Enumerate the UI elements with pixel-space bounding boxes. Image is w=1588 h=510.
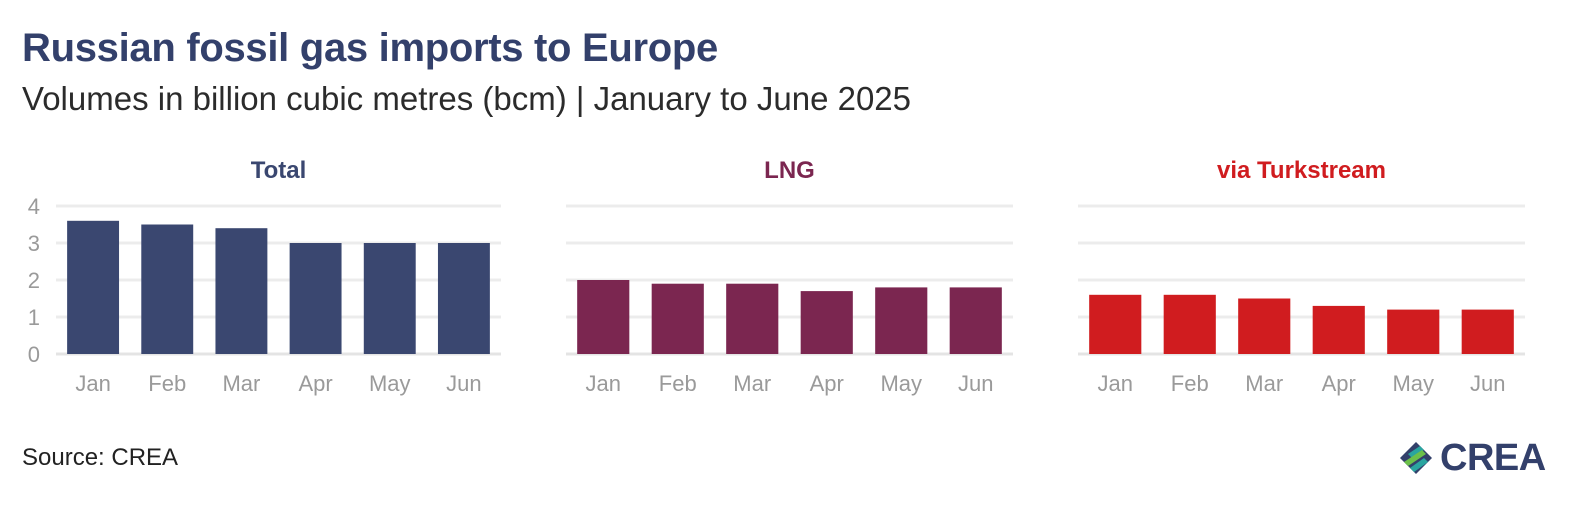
crea-logo: CREA bbox=[1398, 436, 1546, 480]
x-tick-label: May bbox=[880, 371, 922, 396]
bar-feb bbox=[1163, 294, 1216, 354]
x-tick-label: Apr bbox=[298, 371, 332, 396]
facet-title: LNG bbox=[764, 157, 815, 184]
x-tick-label: Mar bbox=[733, 371, 771, 396]
x-tick-label: May bbox=[369, 371, 411, 396]
x-tick-label: Apr bbox=[1322, 371, 1356, 396]
chart-subtitle: Volumes in billion cubic metres (bcm) | … bbox=[22, 80, 912, 117]
x-tick-label: May bbox=[1392, 371, 1434, 396]
bar-mar bbox=[215, 228, 268, 354]
facet-1: LNG Jan Feb Mar Apr May Jun bbox=[566, 157, 1013, 396]
x-tick-label: Jun bbox=[446, 371, 481, 396]
facet-0: 0 1 2 3 4 Total Jan Feb Mar Apr May Jun bbox=[28, 157, 501, 396]
bar-jan bbox=[1089, 294, 1142, 354]
chart-title: Russian fossil gas imports to Europe bbox=[22, 26, 718, 70]
x-tick-label: Mar bbox=[1245, 371, 1283, 396]
x-tick-label: Jan bbox=[586, 371, 621, 396]
bar-mar bbox=[1238, 298, 1291, 354]
bar-may bbox=[875, 287, 928, 354]
bar-may bbox=[363, 243, 416, 354]
facet-title: Total bbox=[251, 157, 307, 184]
bar-jan bbox=[577, 280, 630, 354]
bar-apr bbox=[1312, 305, 1365, 354]
bar-apr bbox=[800, 291, 853, 354]
x-tick-label: Feb bbox=[1171, 371, 1209, 396]
logo-text: CREA bbox=[1440, 436, 1546, 479]
bar-jun bbox=[949, 287, 1002, 354]
bar-may bbox=[1387, 309, 1440, 354]
x-tick-label: Jan bbox=[1098, 371, 1133, 396]
bar-feb bbox=[651, 283, 704, 354]
source-note: Source: CREA bbox=[22, 444, 179, 471]
y-tick-label: 1 bbox=[28, 305, 40, 330]
y-tick-label: 0 bbox=[28, 342, 40, 367]
x-tick-label: Jan bbox=[75, 371, 110, 396]
bar-jun bbox=[1461, 309, 1514, 354]
y-tick-label: 4 bbox=[28, 194, 40, 219]
facet-title: via Turkstream bbox=[1217, 157, 1386, 184]
x-tick-label: Apr bbox=[810, 371, 844, 396]
bar-feb bbox=[141, 224, 194, 354]
bar-apr bbox=[289, 243, 342, 354]
x-tick-label: Jun bbox=[958, 371, 993, 396]
bar-jan bbox=[67, 220, 120, 354]
bar-mar bbox=[726, 283, 779, 354]
y-tick-label: 3 bbox=[28, 231, 40, 256]
crea-logo-icon bbox=[1400, 442, 1432, 474]
x-tick-label: Feb bbox=[148, 371, 186, 396]
x-tick-label: Jun bbox=[1470, 371, 1505, 396]
facet-2: via Turkstream Jan Feb Mar Apr May Jun bbox=[1078, 157, 1525, 396]
x-tick-label: Feb bbox=[659, 371, 697, 396]
y-tick-label: 2 bbox=[28, 268, 40, 293]
bar-jun bbox=[437, 243, 490, 354]
x-tick-label: Mar bbox=[222, 371, 260, 396]
